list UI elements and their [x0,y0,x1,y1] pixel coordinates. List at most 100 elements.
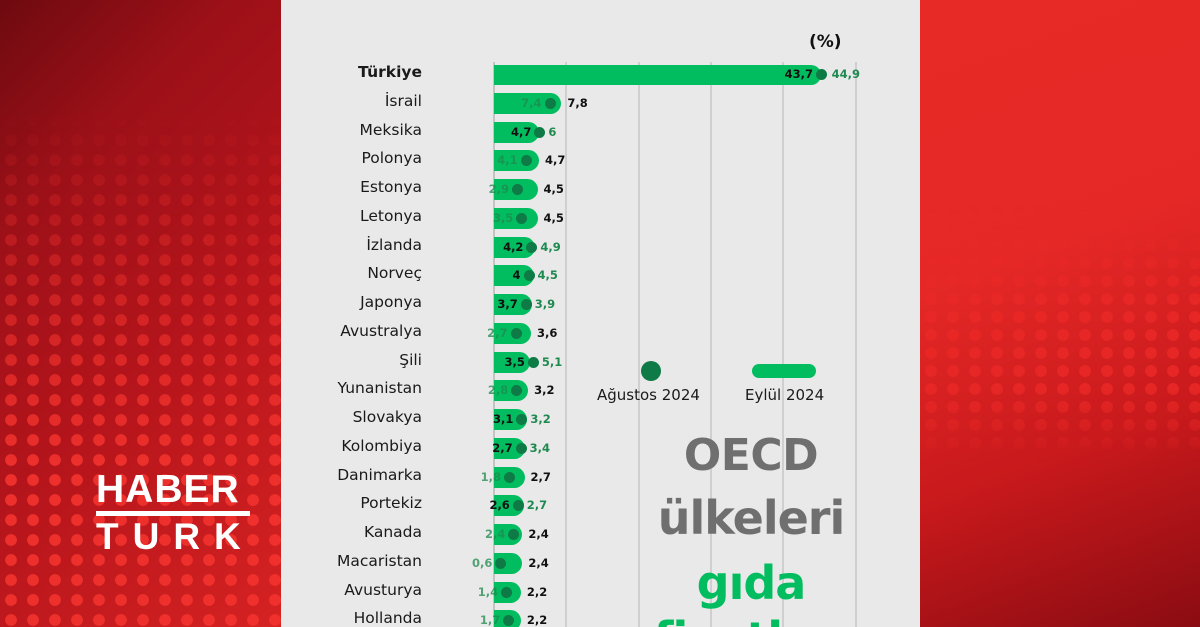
august-value: 1,4 [477,584,499,599]
august-value: 1,8 [480,469,502,484]
august-value: 1,7 [479,613,501,627]
chart-row: Yunanistan 3,2 2,8 [281,376,920,404]
august-dot [515,442,527,454]
august-dot [511,385,523,397]
haberturk-logo: HABER TURK [96,468,255,557]
august-dot [516,414,528,425]
september-value: 7,8 [567,95,588,110]
country-label: Şili [399,350,422,369]
halftone-pattern [0,110,281,627]
august-value: 3,4 [529,440,550,455]
september-value: 3,1 [493,412,514,426]
august-dot [495,557,507,569]
unit-label: (%) [809,32,842,52]
country-label: Danimarka [337,465,422,484]
september-value: 2,7 [530,469,551,484]
chart-row: İzlanda 4,2 4,9 [281,233,920,261]
september-bar [494,437,525,459]
legend-august-label: Ağustos 2024 [597,386,700,404]
country-label: Portekiz [360,494,422,513]
country-label: İzlanda [366,235,422,254]
september-bar [494,65,821,85]
august-value: 2,7 [526,498,548,513]
september-bar [494,351,531,373]
august-value: 3,2 [530,412,551,426]
logo-line-1: HABER [96,468,240,511]
country-label: Letonya [360,206,422,225]
gridline [782,62,785,627]
september-bar [494,121,539,143]
august-dot [520,155,532,167]
chart-row: Polonya 4,7 4,1 [281,146,920,174]
september-bar [494,236,536,258]
halftone-pattern [920,200,1200,460]
chart-row: Portekiz 2,6 2,7 [281,491,920,519]
september-value: 2,2 [526,584,548,599]
chart-row: Kolombiya 2,7 3,4 [281,434,920,462]
legend-september-bar-icon [752,364,816,378]
september-bar [494,265,534,287]
gridline [637,62,640,627]
september-bar [494,207,538,229]
country-label: Macaristan [336,551,422,570]
chart-row: Avustralya 3,6 2,7 [281,319,920,347]
august-dot [503,615,515,627]
gridline [854,62,857,627]
chart-row: Avusturya 2,2 1,4 [281,578,920,606]
country-label: Türkiye [357,63,422,81]
august-dot [534,126,546,138]
august-value: 2,8 [487,383,509,398]
september-value: 2,4 [528,527,549,541]
country-label: Avusturya [344,580,422,599]
september-value: 2,4 [528,555,549,570]
september-value: 4,5 [543,210,564,225]
chart-row: Türkiye 43,7 44,9 [281,60,920,88]
august-dot [508,529,520,540]
august-dot [511,184,523,195]
august-dot [523,270,535,282]
background-right [920,0,1200,627]
chart-row: Macaristan 2,4 0,6 [281,549,920,577]
logo-line-2: TURK [96,516,255,557]
chart-row: Slovakya 3,1 3,2 [281,405,920,433]
september-bar [494,92,562,114]
august-dot [520,299,532,310]
september-value: 2,7 [492,440,513,455]
august-value: 0,6 [471,555,493,570]
august-value: 44,9 [831,67,860,81]
september-value: 43,7 [784,67,813,81]
august-value: 2,9 [488,182,509,196]
august-dot [544,97,556,109]
september-value: 4,5 [543,182,564,196]
chart-row: Meksika 4,7 6 [281,118,920,146]
chart-row: Estonya 4,5 2,9 [281,175,920,203]
legend-september-label: Eylül 2024 [745,386,825,404]
chart-row: Hollanda 2,2 1,7 [281,606,920,627]
chart-row: Norveç 4 4,5 [281,261,920,289]
title-line-2: ülkeleri [657,491,846,545]
september-value: 3,2 [534,383,555,398]
logo-divider [96,511,250,516]
chart-row: Kanada 2,4 2,4 [281,520,920,548]
background-left [0,0,281,627]
august-dot [504,471,515,483]
country-label: Norveç [367,264,422,283]
legend-august-dot-icon [641,361,661,381]
chart-row: Danimarka 2,7 1,8 [281,463,920,491]
september-value: 4,7 [544,153,566,168]
august-value: 3,9 [534,297,556,311]
september-value: 3,7 [497,297,518,311]
gridline [709,62,712,627]
september-value: 4 [512,268,521,283]
country-label: Kanada [363,523,422,541]
chart-row: Letonya 4,5 3,5 [281,204,920,232]
title-line-1: OECD [683,430,819,481]
country-label: Hollanda [353,609,422,627]
august-dot [815,69,827,80]
august-value: 5,1 [541,354,563,369]
chart-row: Şili 3,5 5,1 [281,348,920,376]
september-value: 4,7 [511,124,532,139]
august-value: 2,7 [487,325,508,340]
september-value: 2,2 [526,613,548,627]
september-value: 4,2 [503,239,524,254]
